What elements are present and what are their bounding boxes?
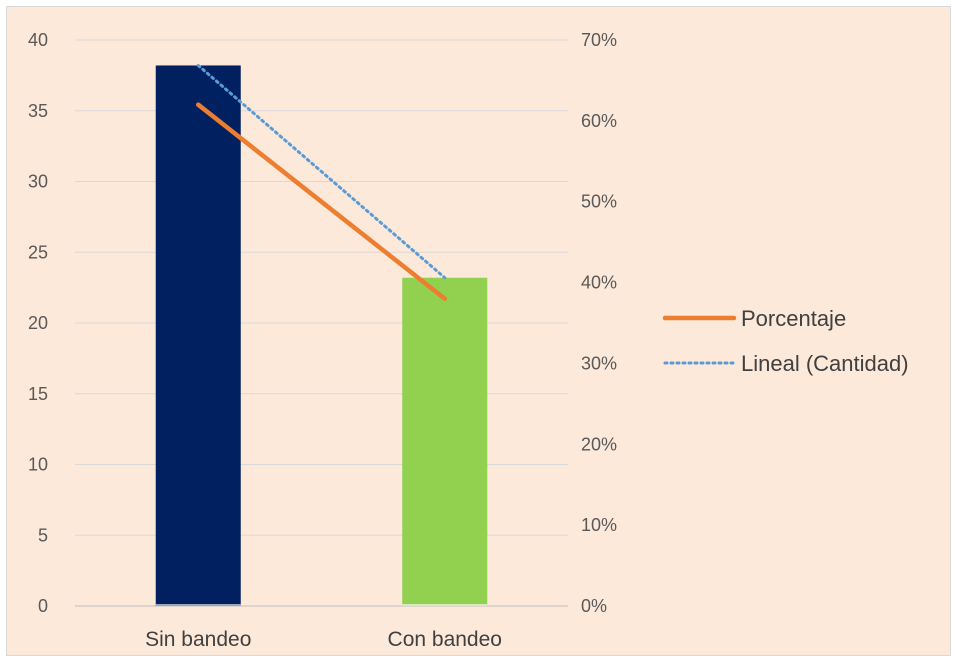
right-tick-label: 50% bbox=[581, 192, 617, 212]
left-tick-label: 5 bbox=[38, 525, 48, 545]
left-tick-label: 10 bbox=[28, 455, 48, 475]
left-tick-label: 40 bbox=[28, 30, 48, 50]
right-axis-ticks: 0% 10% 20% 30% 40% 50% 60% 70% bbox=[581, 30, 617, 616]
category-label: Con bandeo bbox=[388, 628, 502, 651]
left-tick-label: 30 bbox=[28, 172, 48, 192]
right-tick-label: 30% bbox=[581, 353, 617, 373]
category-label: Sin bandeo bbox=[145, 628, 251, 651]
left-tick-label: 15 bbox=[28, 384, 48, 404]
left-tick-label: 0 bbox=[38, 596, 48, 616]
left-axis-ticks: 0 5 10 15 20 25 30 35 40 bbox=[28, 30, 48, 616]
left-tick-label: 35 bbox=[28, 101, 48, 121]
legend-label: Lineal (Cantidad) bbox=[741, 351, 909, 376]
series-lines bbox=[196, 63, 447, 301]
right-tick-label: 0% bbox=[581, 596, 607, 616]
right-tick-label: 60% bbox=[581, 111, 617, 131]
gridlines bbox=[75, 39, 568, 607]
category-labels: Sin bandeo Con bandeo bbox=[145, 628, 502, 651]
legend-label: Porcentaje bbox=[741, 306, 846, 331]
left-tick-label: 20 bbox=[28, 313, 48, 333]
right-tick-label: 40% bbox=[581, 273, 617, 293]
right-tick-label: 20% bbox=[581, 434, 617, 454]
legend: Porcentaje Lineal (Cantidad) bbox=[662, 306, 909, 376]
line-porcentaje bbox=[196, 102, 447, 301]
right-tick-label: 70% bbox=[581, 30, 617, 50]
bars bbox=[155, 65, 488, 607]
left-tick-label: 25 bbox=[28, 242, 48, 262]
bar bbox=[155, 65, 241, 607]
trendline-cantidad bbox=[196, 63, 447, 280]
right-tick-label: 10% bbox=[581, 515, 617, 535]
bar bbox=[402, 277, 488, 606]
